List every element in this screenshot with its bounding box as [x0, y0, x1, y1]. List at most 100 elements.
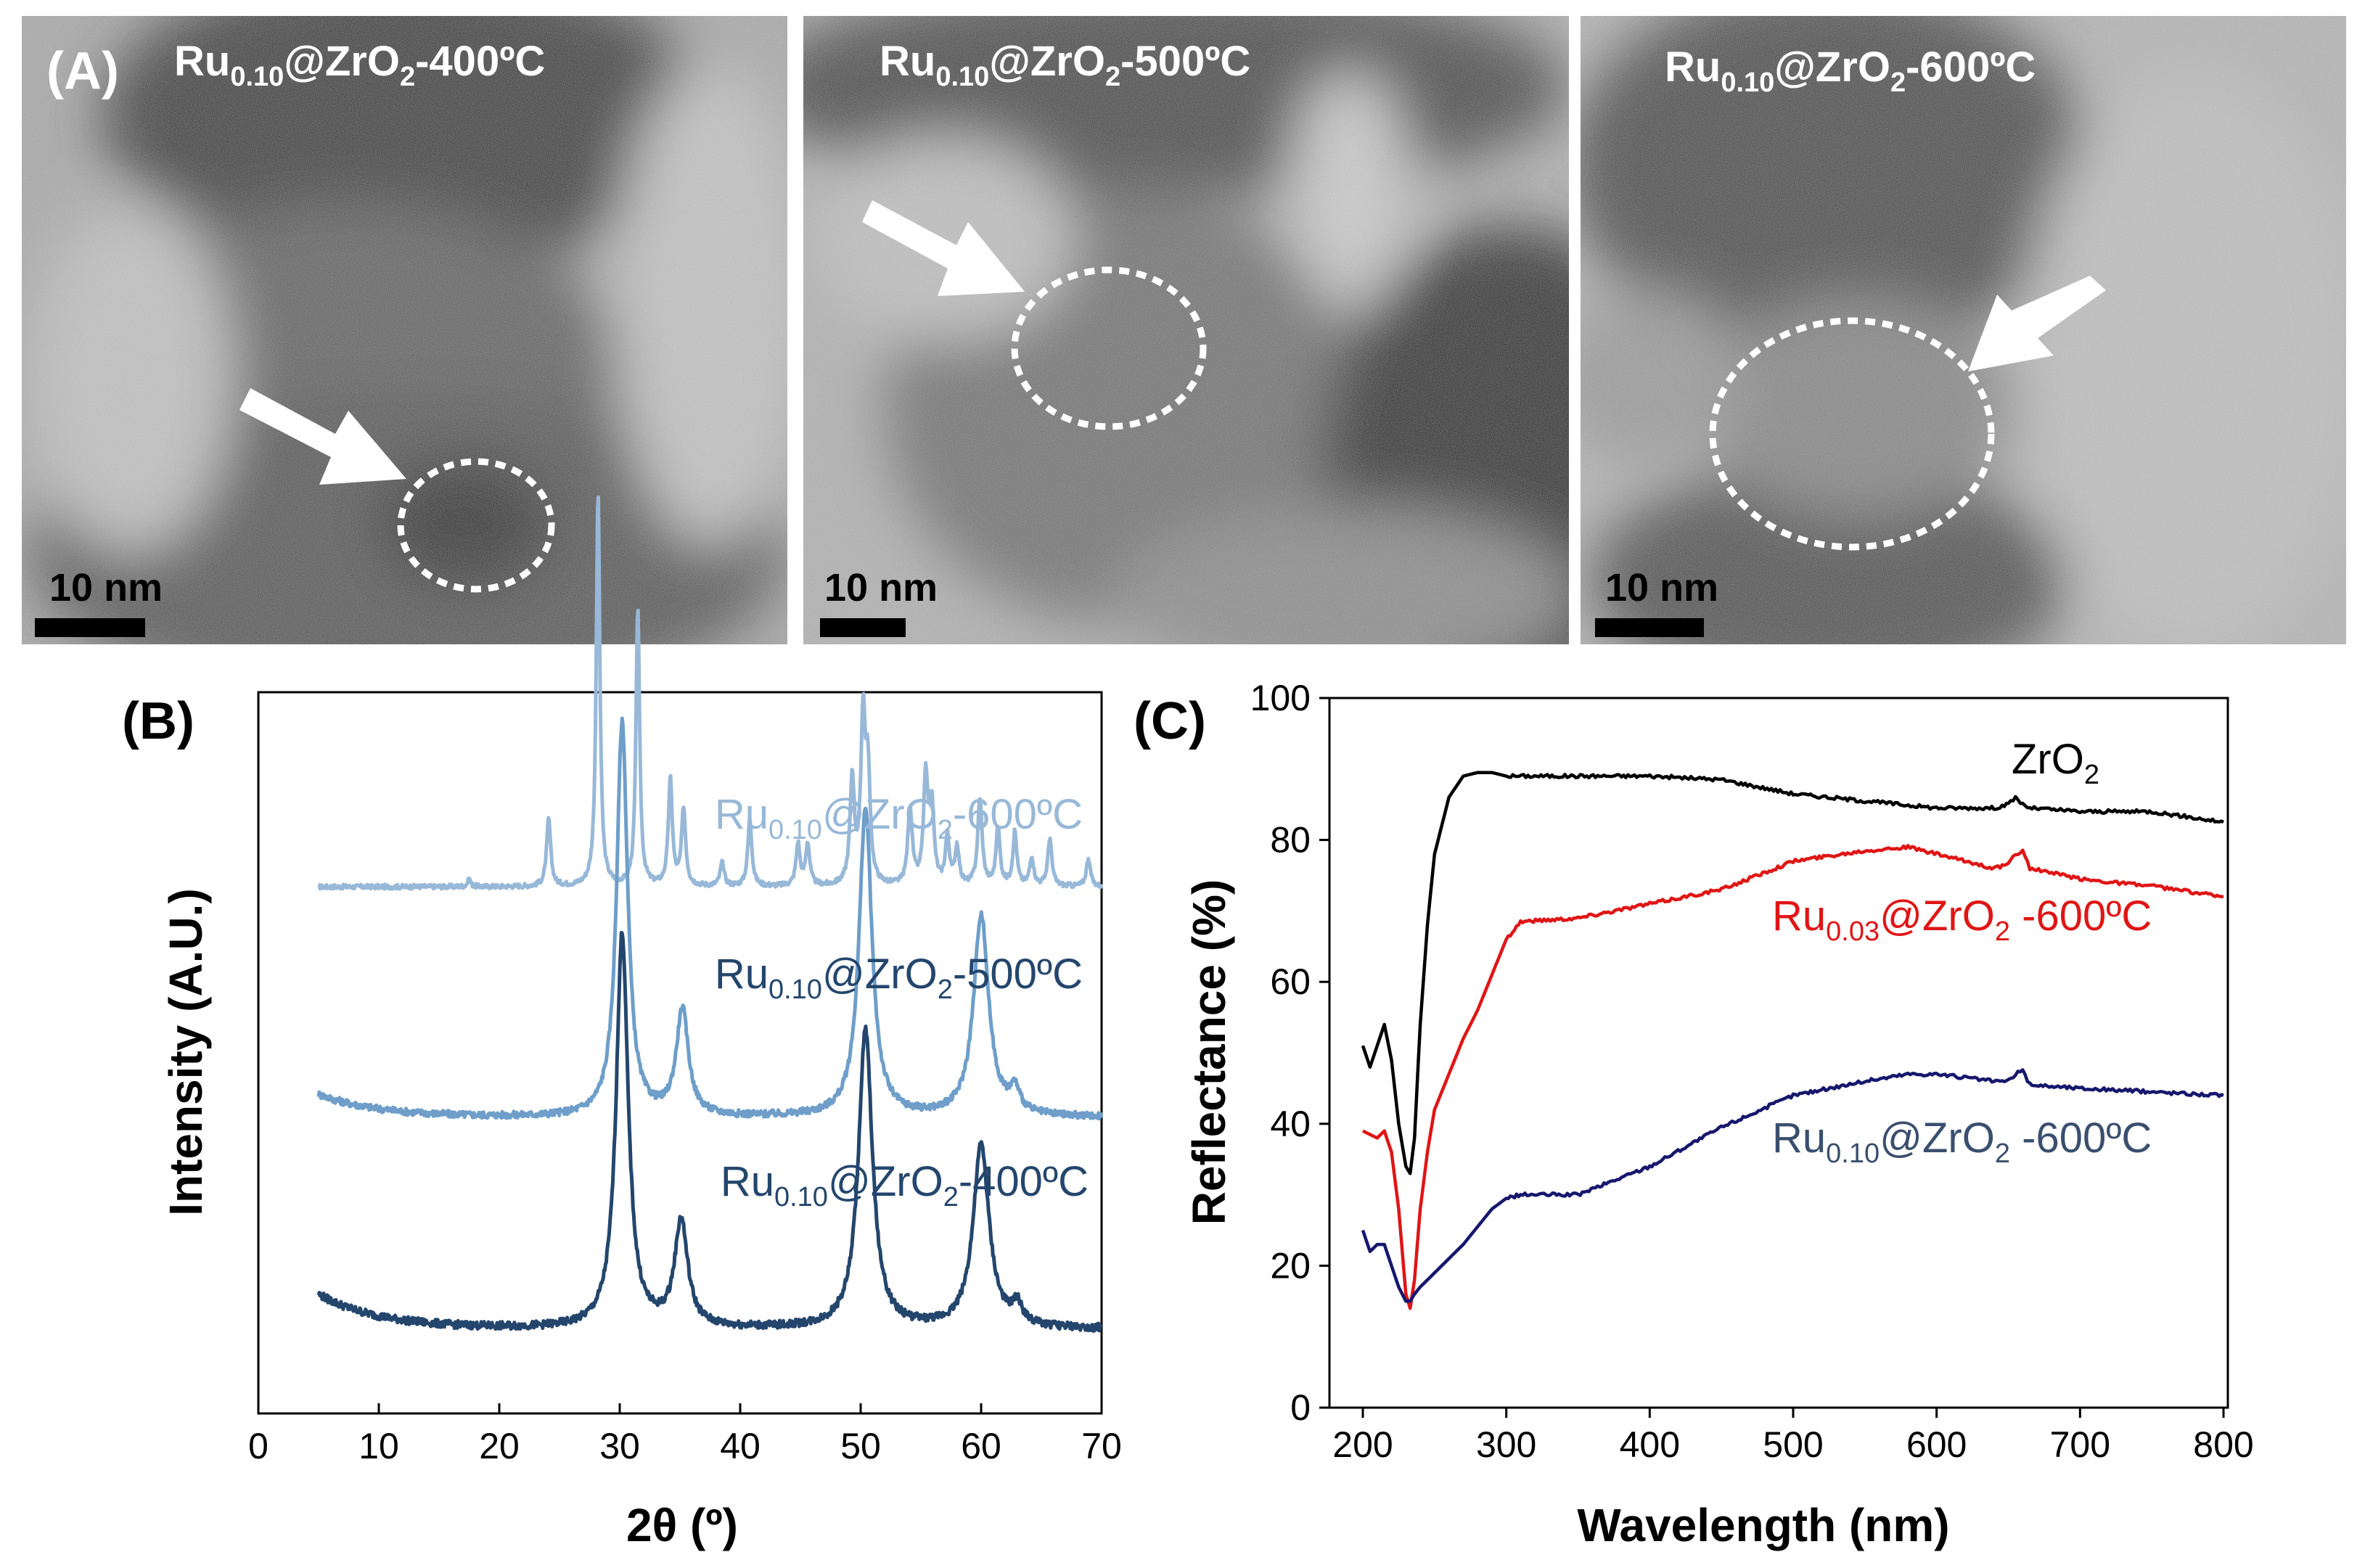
highlight-2	[862, 200, 1207, 430]
panel-a: 10 nm 10 nm 10 nm (A) Ru0.10@ZrO2-400ºC …	[22, 16, 2346, 644]
t1-sub2: 2	[400, 62, 415, 92]
highlight-1	[239, 388, 555, 593]
t1-mid: @ZrO	[284, 38, 400, 85]
t2-base: Ru	[880, 38, 935, 85]
c0-base: ZrO	[2012, 736, 2084, 783]
refl-y-tick-label: 100	[1250, 678, 1311, 718]
refl-y-tick-label: 40	[1270, 1104, 1311, 1144]
t3-mid: @ZrO	[1774, 44, 1890, 91]
xrd-x-tick-label: 30	[599, 1426, 640, 1466]
scale-bar-3	[1595, 618, 1704, 637]
refl-label-zro2: ZrO2	[2012, 736, 2099, 790]
t3-base: Ru	[1665, 44, 1721, 91]
c1-mid: @ZrO	[1880, 892, 1995, 940]
xrd-series-line-0	[317, 495, 1104, 891]
b400-sub: 0.10	[774, 1182, 828, 1212]
scale-bar-label-1: 10 nm	[49, 566, 163, 609]
refl-y-tick-label: 20	[1270, 1245, 1311, 1286]
highlight-3	[1709, 276, 2106, 551]
refl-x-tick-label: 500	[1763, 1424, 1823, 1465]
t2-sub: 0.10	[935, 62, 989, 92]
b400-base: Ru	[721, 1158, 774, 1205]
xrd-series-group	[316, 495, 1104, 1333]
refl-x-axis-label: Wavelength (nm)	[1577, 1499, 1949, 1551]
panel-label-a: (A)	[46, 42, 119, 100]
t1-base: Ru	[174, 38, 230, 85]
c1-tail: -600ºC	[2010, 892, 2152, 940]
scale-bar-label-3: 10 nm	[1605, 566, 1718, 609]
xrd-chart: (B) 0 10 20 30 40 50 60 70 Intensity (A.U.) 2θ …	[122, 495, 1122, 1551]
c1-base: Ru	[1772, 892, 1826, 940]
refl-plot-frame	[1328, 697, 2229, 1409]
b500-sub2: 2	[938, 974, 953, 1005]
t2-mid: @ZrO	[989, 38, 1105, 85]
xrd-x-tick-label: 60	[961, 1426, 1001, 1466]
c1-sub: 0.03	[1826, 916, 1880, 947]
tem-title-1: Ru0.10@ZrO2-400ºC	[174, 38, 545, 92]
refl-series-line-2	[1361, 1068, 2224, 1303]
tem-image-600c	[1581, 16, 2346, 644]
arrow-icon	[239, 388, 406, 485]
refl-x-tick-label: 300	[1476, 1424, 1536, 1465]
xrd-y-axis-label: Intensity (A.U.)	[160, 888, 212, 1216]
arrow-icon	[1968, 276, 2106, 372]
tem-title-2: Ru0.10@ZrO2-500ºC	[880, 38, 1250, 92]
b500-mid: @ZrO	[822, 951, 938, 998]
reflectance-chart: (C) 200 300 400 500 600 700 800 0 20 40 60 80 100 Re…	[1134, 678, 2254, 1551]
c1-sub2: 2	[1995, 916, 2010, 947]
panel-label-c: (C)	[1134, 692, 1206, 750]
refl-x-tick-label: 600	[1906, 1424, 1967, 1465]
b600-sub2: 2	[938, 815, 953, 845]
b400-tail: -400ºC	[959, 1158, 1089, 1205]
tem-image-500c	[803, 16, 1569, 644]
t1-sub: 0.10	[230, 62, 284, 92]
xrd-label-500: Ru0.10@ZrO2-500ºC	[715, 951, 1083, 1005]
b400-mid: @ZrO	[828, 1158, 943, 1205]
refl-y-tick-label: 60	[1270, 961, 1311, 1002]
refl-x-tick-label: 400	[1620, 1424, 1680, 1465]
refl-x-tick-label: 800	[2193, 1424, 2253, 1465]
xrd-series-line-2	[316, 930, 1103, 1333]
xrd-x-axis-label: 2θ (º)	[626, 1499, 738, 1551]
xrd-series-line-1	[316, 716, 1104, 1121]
b500-base: Ru	[715, 951, 768, 998]
tem-image-400c	[22, 16, 787, 644]
dashed-circle-icon	[1709, 317, 1995, 551]
refl-y-axis-label: Reflectance (%)	[1183, 879, 1235, 1226]
xrd-plot-frame	[257, 691, 1103, 1415]
xrd-label-600: Ru0.10@ZrO2-600ºC	[715, 791, 1083, 845]
xrd-label-400: Ru0.10@ZrO2-400ºC	[721, 1158, 1089, 1212]
t2-tail: -500ºC	[1120, 38, 1250, 85]
b600-base: Ru	[715, 791, 768, 838]
xrd-x-tick-label: 70	[1081, 1426, 1122, 1466]
t3-sub2: 2	[1890, 67, 1906, 98]
c2-sub2: 2	[1995, 1138, 2010, 1169]
b600-sub: 0.10	[768, 815, 822, 845]
xrd-x-tick-label: 0	[248, 1426, 269, 1466]
dashed-circle-icon	[1011, 266, 1207, 430]
tem-title-3: Ru0.10@ZrO2-600ºC	[1665, 44, 2036, 98]
t3-sub: 0.10	[1721, 67, 1774, 98]
scale-bar-1	[35, 618, 145, 637]
refl-series-line-0	[1361, 771, 2225, 1175]
refl-x-tick-label: 700	[2050, 1424, 2110, 1465]
xrd-x-tick-label: 50	[840, 1426, 881, 1466]
panel-label-b: (B)	[122, 692, 194, 750]
refl-ticks: 200 300 400 500 600 700 800 0 20 40 60 80 100	[1250, 678, 2254, 1465]
arrow-icon	[862, 200, 1025, 296]
refl-x-tick-label: 200	[1332, 1424, 1393, 1465]
dashed-circle-icon	[397, 458, 555, 593]
xrd-x-ticks: 0 10 20 30 40 50 60 70	[248, 1403, 1122, 1466]
t2-sub2: 2	[1105, 62, 1120, 92]
c2-base: Ru	[1772, 1115, 1826, 1162]
refl-label-ru010: Ru0.10@ZrO2 -600ºC	[1772, 1115, 2152, 1169]
xrd-x-tick-label: 10	[358, 1426, 399, 1466]
xrd-x-tick-label: 40	[720, 1426, 761, 1466]
xrd-x-tick-label: 20	[479, 1426, 520, 1466]
refl-y-tick-label: 80	[1270, 820, 1311, 861]
c0-sub2: 2	[2084, 760, 2099, 790]
b400-sub2: 2	[943, 1182, 959, 1212]
refl-series-line-1	[1361, 844, 2224, 1310]
xrd-legend: Ru0.10@ZrO2-600ºC Ru0.10@ZrO2-500ºC Ru0.…	[715, 791, 1089, 1212]
